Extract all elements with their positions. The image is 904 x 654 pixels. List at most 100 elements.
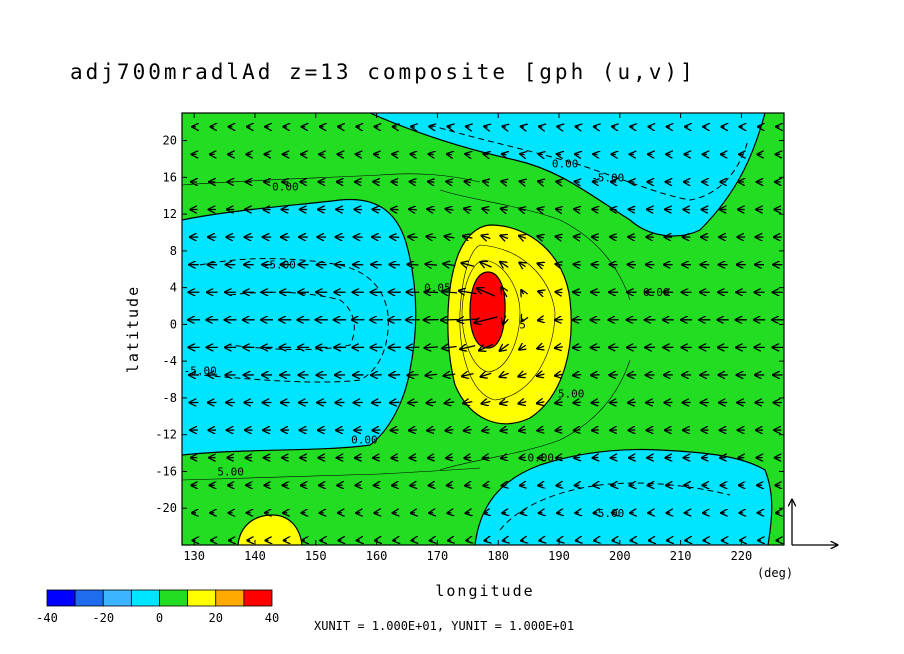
y-tick-label: -12: [155, 428, 177, 442]
vector-arrow: [462, 374, 474, 377]
vector-arrow: [446, 209, 454, 210]
vector-arrow: [538, 430, 544, 431]
y-tick-label: 8: [170, 244, 177, 258]
vector-arrow: [521, 290, 523, 294]
y-axis-label: latitude: [124, 285, 142, 373]
colorbar-segment: [215, 589, 245, 607]
contour-field: [182, 113, 784, 545]
vector-arrow: [482, 402, 491, 404]
vector-arrow: [574, 264, 581, 265]
vector-arrow: [465, 181, 471, 182]
y-tick-label: 4: [170, 281, 177, 295]
vector-arrow: [558, 127, 561, 128]
vector-arrow: [409, 209, 417, 210]
y-axis-ticks: 20 16 12 8 4 0 -4 -8 -12 -16 -20: [155, 134, 784, 515]
vector-arrow: [427, 402, 437, 403]
vector-arrow: [520, 263, 526, 267]
x-tick-label: 170: [427, 549, 449, 563]
vector-arrow: [408, 237, 418, 238]
colorbar-ticks: -40 -20 0 20 40: [36, 611, 279, 625]
vector-arrow: [500, 373, 509, 376]
vector-arrow: [573, 375, 582, 376]
vector-arrow: [520, 181, 525, 182]
x-axis-ticks: 130 140 150 160 170 180 190 200 210 220: [183, 113, 752, 563]
vector-arrow: [500, 262, 509, 267]
contour-label: 5.00: [217, 465, 244, 478]
colorbar-segment: [74, 589, 104, 607]
vector-arrow: [466, 513, 470, 514]
vector-arrow: [593, 182, 598, 183]
vector-arrow: [407, 347, 420, 348]
x-tick-label: 210: [670, 549, 692, 563]
vector-arrow: [555, 402, 563, 403]
vector-arrow: [521, 513, 525, 514]
vector-arrow: [556, 209, 562, 210]
vector-arrow: [538, 319, 543, 320]
vector-arrow: [445, 402, 455, 403]
vector-arrow: [519, 374, 527, 377]
x-tick-label: 140: [244, 549, 266, 563]
vector-arrow: [503, 315, 506, 325]
vector-arrow: [574, 402, 581, 403]
vector-arrow: [463, 402, 473, 404]
vector-arrow: [408, 375, 419, 376]
vector-arrow: [391, 209, 399, 210]
vector-arrow: [538, 209, 544, 210]
vector-arrow: [593, 209, 599, 210]
vector-arrow: [538, 236, 544, 238]
vector-arrow: [538, 457, 544, 458]
vector-arrow: [574, 237, 580, 238]
vector-arrow: [410, 457, 416, 458]
vector-arrow: [538, 181, 543, 182]
vector-arrow: [427, 430, 436, 431]
vector-arrow: [442, 292, 458, 293]
vector-arrow: [592, 430, 598, 431]
vector-arrow: [447, 485, 452, 486]
vector-arrow: [501, 209, 508, 211]
vector-arrow: [519, 345, 525, 349]
vector-arrow: [477, 288, 496, 297]
colorbar-segment: [130, 589, 160, 607]
vector-arrow: [426, 264, 438, 265]
vector-arrow: [556, 430, 562, 431]
y-tick-label: 16: [163, 170, 177, 184]
vector-arrow: [502, 154, 506, 155]
vector-arrow: [460, 346, 476, 349]
vector-arrow: [483, 457, 489, 458]
vector-arrow: [502, 485, 507, 486]
vector-arrow: [446, 457, 452, 458]
x-axis-label: longitude: [435, 582, 534, 600]
vector-arrow: [484, 154, 488, 155]
vector-arrow: [574, 430, 580, 431]
vector-arrow: [444, 374, 456, 376]
vector-arrow: [519, 209, 525, 211]
y-tick-label: -16: [155, 464, 177, 478]
colorbar-segment: [46, 589, 76, 607]
vector-arrow: [592, 237, 599, 238]
vector-units-text: XUNIT = 1.000E+01, YUNIT = 1.000E+01: [314, 619, 574, 633]
negative-region-north: [370, 113, 765, 236]
vector-arrow: [502, 181, 507, 182]
vector-arrow: [465, 457, 471, 458]
vector-arrow: [592, 402, 600, 403]
vector-arrow: [483, 181, 489, 182]
vector-arrow: [447, 154, 452, 155]
x-tick-label: 150: [305, 549, 327, 563]
vector-arrow: [521, 126, 524, 127]
contour-label: 0.00: [272, 181, 299, 194]
vector-arrow: [502, 513, 506, 514]
vector-arrow: [555, 374, 563, 375]
y-tick-label: -20: [155, 501, 177, 515]
vector-arrow: [573, 347, 582, 348]
vector-arrow: [448, 127, 451, 128]
vector-arrow: [575, 457, 580, 458]
y-tick-label: 0: [170, 317, 177, 331]
x-tick-label: 130: [183, 549, 205, 563]
vector-arrow: [408, 402, 418, 403]
vector-arrow: [484, 513, 488, 514]
vector-arrow: [429, 485, 434, 486]
vector-arrow: [441, 319, 458, 320]
vector-arrow: [520, 154, 524, 155]
vector-arrow: [501, 457, 507, 458]
vector-arrow: [556, 292, 562, 293]
